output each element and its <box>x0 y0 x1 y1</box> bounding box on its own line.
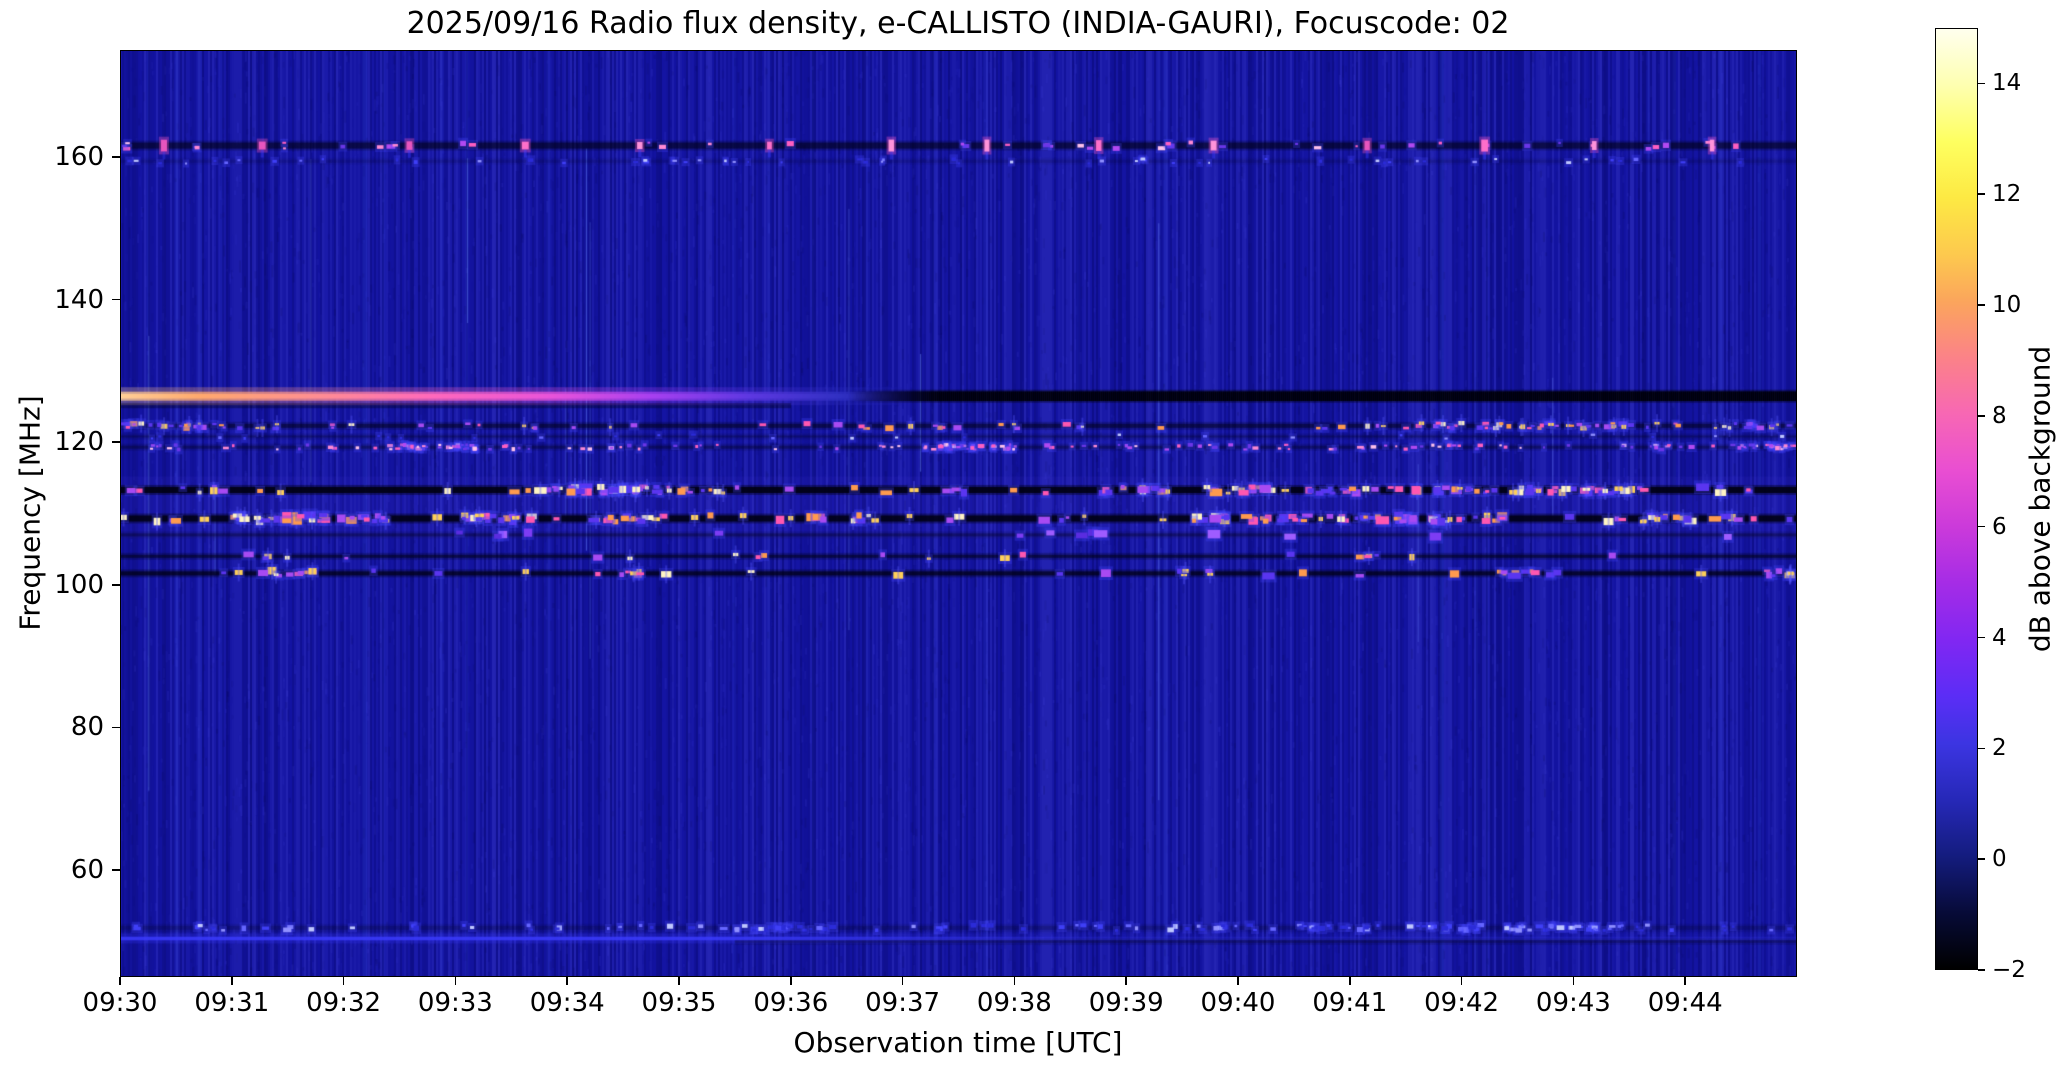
x-tick-mark <box>1125 977 1127 985</box>
colorbar-tick-label: −2 <box>1992 957 2026 983</box>
chart-title: 2025/09/16 Radio flux density, e-CALLIST… <box>406 6 1510 41</box>
y-tick-mark <box>112 298 120 301</box>
x-tick-label: 09:30 <box>82 988 158 1018</box>
x-tick-label: 09:44 <box>1647 988 1723 1018</box>
x-tick-label: 09:31 <box>194 988 270 1018</box>
y-tick-label: 80 <box>70 712 104 743</box>
x-tick-label: 09:40 <box>1200 988 1276 1018</box>
x-tick-mark <box>1013 977 1016 985</box>
colorbar-label: dB above background <box>2023 345 2057 653</box>
x-tick-mark <box>790 977 792 985</box>
colorbar-tick-label: 2 <box>1992 735 2007 762</box>
y-axis-label: Frequency [MHz] <box>13 395 47 631</box>
colorbar-tick-label: 12 <box>1992 181 2022 208</box>
x-tick-mark <box>1349 977 1351 985</box>
colorbar-tick-mark <box>1978 304 1985 306</box>
colorbar-tick-mark <box>1978 969 1985 971</box>
spectrogram-canvas <box>120 50 1797 977</box>
x-tick-label: 09:33 <box>417 988 493 1018</box>
x-tick-mark <box>566 977 568 985</box>
x-tick-label: 09:35 <box>641 988 717 1018</box>
x-tick-mark <box>1237 977 1239 985</box>
colorbar-tick-label: 10 <box>1992 292 2022 319</box>
x-tick-mark <box>1684 977 1686 985</box>
y-tick-label: 140 <box>54 284 104 315</box>
colorbar-tick-mark <box>1978 858 1985 860</box>
x-tick-label: 09:39 <box>1088 988 1164 1018</box>
colorbar-tick-mark <box>1978 747 1985 750</box>
colorbar-tick-mark <box>1978 415 1985 417</box>
colorbar-tick-label: 8 <box>1992 402 2007 429</box>
colorbar-gradient <box>1935 28 1978 970</box>
x-tick-label: 09:43 <box>1535 988 1611 1018</box>
colorbar-tick-label: 4 <box>1992 624 2007 651</box>
x-tick-label: 09:36 <box>753 988 829 1018</box>
x-tick-mark <box>119 977 121 985</box>
x-axis-label: Observation time [UTC] <box>793 1026 1123 1059</box>
x-tick-label: 09:32 <box>306 988 382 1018</box>
x-tick-mark <box>454 977 457 985</box>
x-tick-mark <box>678 977 680 985</box>
y-tick-label: 60 <box>70 855 104 886</box>
y-tick-label: 100 <box>54 569 104 600</box>
y-tick-label: 160 <box>54 141 104 172</box>
x-tick-label: 09:34 <box>529 988 605 1018</box>
x-tick-label: 09:41 <box>1312 988 1388 1018</box>
x-tick-mark <box>901 977 904 985</box>
y-tick-label: 120 <box>54 427 104 458</box>
y-tick-mark <box>112 584 120 586</box>
x-tick-mark <box>231 977 233 985</box>
x-tick-mark <box>1572 977 1575 985</box>
colorbar-tick-label: 0 <box>1992 846 2007 873</box>
x-tick-label: 09:38 <box>976 988 1052 1018</box>
colorbar-tick-label: 14 <box>1992 70 2022 97</box>
colorbar-tick-mark <box>1978 636 1985 639</box>
x-tick-mark <box>1460 977 1463 985</box>
y-tick-mark <box>112 726 120 729</box>
y-tick-mark <box>112 869 120 871</box>
y-tick-mark <box>112 441 120 443</box>
colorbar-tick-mark <box>1978 82 1985 85</box>
x-tick-label: 09:37 <box>865 988 941 1018</box>
y-tick-mark <box>112 156 120 158</box>
colorbar-tick-mark <box>1978 525 1985 528</box>
x-tick-mark <box>342 977 345 985</box>
colorbar-tick-label: 6 <box>1992 513 2007 540</box>
colorbar-tick-mark <box>1978 193 1985 195</box>
x-tick-label: 09:42 <box>1424 988 1500 1018</box>
